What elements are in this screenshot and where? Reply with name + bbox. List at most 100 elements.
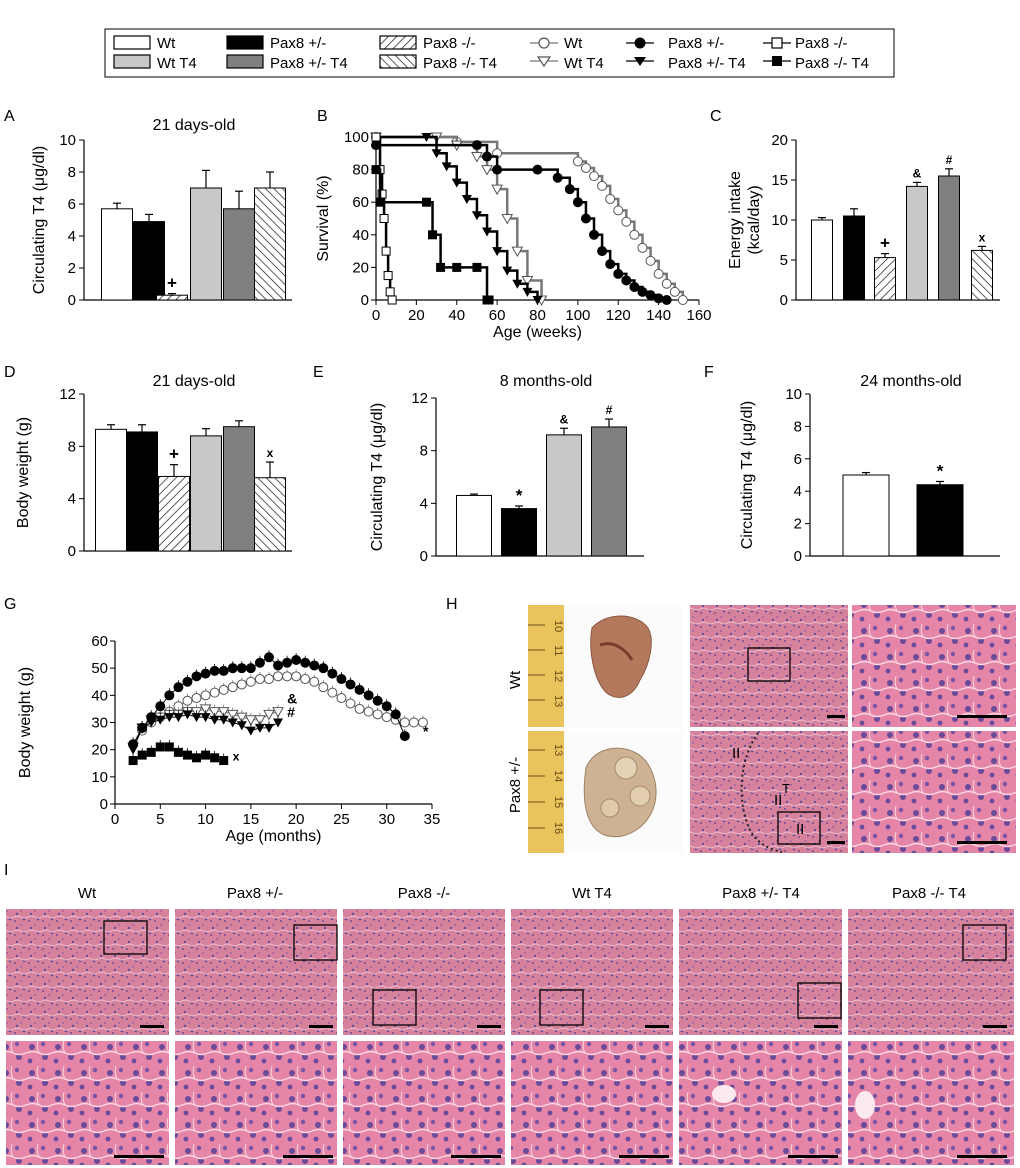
x-tick-label: 15 — [243, 811, 260, 828]
y-tick-label: 12 — [59, 386, 76, 403]
y-tick-label: 4 — [68, 491, 76, 508]
legend-item-ko: Pax8 -/- — [379, 35, 476, 52]
data-point — [669, 286, 680, 297]
scale-bar — [957, 1155, 1007, 1158]
ruler-wt-num: 11 — [552, 645, 564, 656]
data-point — [645, 255, 656, 266]
legend-line-label-wt: Wt — [564, 35, 583, 52]
series-wt — [128, 669, 428, 750]
legend-marker-wt — [538, 37, 550, 49]
lesion-label: II — [796, 821, 804, 838]
data-point — [629, 281, 640, 292]
data-point — [661, 278, 672, 289]
histology-i-het-low — [175, 909, 338, 1035]
data-point — [653, 293, 664, 304]
scale-bar — [283, 1155, 333, 1158]
legend: Wt Wt T4 Pax8 +/- Pax8 +/- T4 Pax8 -/- P… — [104, 28, 895, 78]
chart-title: 8 months-old — [500, 373, 593, 390]
y-tick-label: 2 — [794, 516, 802, 533]
data-point — [173, 747, 183, 757]
scale-bar — [645, 1025, 669, 1028]
data-point — [381, 246, 391, 256]
chart-panel-f: 0 2 4 6 8 10 Circulating T4 (μg/dl) 24 months-o… — [739, 373, 1000, 565]
data-point — [282, 657, 293, 668]
significance-mark: + — [880, 234, 890, 253]
histology-het-low: II T II II — [690, 731, 848, 853]
data-point — [482, 151, 493, 162]
data-point — [589, 171, 600, 182]
data-point — [589, 229, 600, 240]
data-point — [218, 684, 229, 695]
series-wt-t4 — [370, 132, 548, 307]
data-point — [597, 180, 608, 191]
scale-bar — [814, 1025, 838, 1028]
scale-bar — [140, 1025, 164, 1028]
histology-wt-low — [690, 605, 848, 727]
panel-label-d: D — [4, 364, 16, 381]
legend-line-label-wt-t4: Wt T4 — [564, 55, 604, 72]
x-tick-label: 40 — [448, 307, 465, 324]
histology-i-het-t4-high — [679, 1041, 842, 1165]
data-point — [677, 295, 688, 305]
y-tick-label: 60 — [352, 194, 369, 211]
data-point — [481, 165, 493, 176]
data-point — [637, 242, 648, 253]
x-tick-label: 140 — [646, 307, 671, 324]
bar-wt — [811, 219, 833, 301]
histology-i-wt-t4-high — [511, 1041, 673, 1165]
y-tick-label: 5 — [780, 252, 788, 269]
data-point — [372, 709, 383, 720]
bar-wt-t4 — [190, 435, 222, 552]
y-tick-label: 0 — [780, 292, 788, 309]
y-tick-label: 80 — [352, 162, 369, 179]
x-tick-label: 0 — [372, 307, 380, 324]
legend-label-het: Pax8 +/- — [270, 35, 326, 52]
data-point — [482, 227, 493, 237]
y-tick-label: 0 — [361, 292, 369, 309]
bar-pax8-het — [916, 484, 964, 557]
data-point — [155, 701, 166, 712]
y-tick-label: 20 — [771, 132, 788, 149]
data-point — [263, 723, 274, 733]
data-point — [408, 717, 419, 728]
data-point — [227, 663, 238, 674]
zoom-box — [747, 647, 791, 682]
scale-bar — [957, 715, 1007, 718]
data-point — [300, 657, 311, 668]
data-point — [629, 229, 640, 240]
x-tick-label: 100 — [565, 307, 590, 324]
legend-swatch-wt-t4 — [113, 54, 151, 69]
data-point — [552, 172, 563, 183]
zoom-box — [797, 982, 842, 1019]
histology-image — [175, 909, 337, 1035]
series-pax8-het — [371, 140, 672, 305]
legend-swatch-het — [226, 35, 264, 50]
panel-h: Wt Pax8 +/- 10 11 12 13 — [507, 605, 1016, 853]
bar-pax8-ko-t4 — [971, 249, 993, 301]
y-axis-label: Energy intake — [727, 171, 744, 269]
panel-i-title-het: Pax8 +/- — [227, 885, 283, 902]
data-point — [399, 731, 410, 742]
ruler-wt-num: 13 — [552, 695, 564, 707]
scale-bar — [451, 1155, 501, 1158]
series-line — [376, 135, 685, 300]
data-point — [613, 268, 624, 279]
data-point — [354, 684, 365, 695]
series-pax8-het-t4 — [128, 707, 284, 755]
zoom-box — [103, 920, 148, 955]
y-tick-label: 4 — [420, 495, 428, 512]
data-point — [208, 707, 221, 718]
data-point — [428, 230, 438, 240]
panel-label-g: G — [4, 596, 16, 613]
panel-label-e: E — [313, 364, 324, 381]
vessel — [712, 1085, 736, 1103]
x-tick-label: 35 — [424, 811, 441, 828]
data-point — [327, 668, 338, 679]
data-point — [605, 259, 616, 270]
data-point — [452, 262, 462, 272]
data-point — [564, 184, 575, 195]
y-tick-label: 0 — [100, 796, 108, 813]
data-point — [471, 152, 483, 163]
data-point — [345, 679, 356, 690]
data-point — [146, 747, 156, 757]
